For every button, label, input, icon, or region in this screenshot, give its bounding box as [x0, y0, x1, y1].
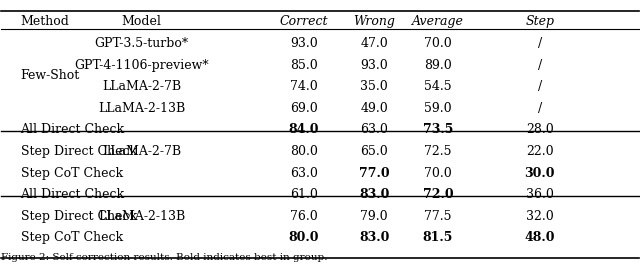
Text: GPT-4-1106-preview*: GPT-4-1106-preview* — [74, 59, 209, 72]
Text: 70.0: 70.0 — [424, 167, 452, 180]
Text: /: / — [538, 102, 542, 115]
Text: Correct: Correct — [280, 15, 328, 28]
Text: 93.0: 93.0 — [290, 37, 318, 50]
Text: Step: Step — [525, 15, 554, 28]
Text: 72.5: 72.5 — [424, 145, 452, 158]
Text: 54.5: 54.5 — [424, 80, 452, 93]
Text: 72.0: 72.0 — [422, 188, 453, 201]
Text: 81.5: 81.5 — [422, 231, 453, 244]
Text: /: / — [538, 37, 542, 50]
Text: 48.0: 48.0 — [525, 231, 555, 244]
Text: Step CoT Check: Step CoT Check — [20, 167, 123, 180]
Text: LLaMA-2-13B: LLaMA-2-13B — [98, 210, 185, 223]
Text: 77.5: 77.5 — [424, 210, 452, 223]
Text: 80.0: 80.0 — [290, 145, 318, 158]
Text: 89.0: 89.0 — [424, 59, 452, 72]
Text: 63.0: 63.0 — [360, 123, 388, 136]
Text: 83.0: 83.0 — [359, 188, 389, 201]
Text: Wrong: Wrong — [353, 15, 395, 28]
Text: 85.0: 85.0 — [290, 59, 318, 72]
Text: 28.0: 28.0 — [526, 123, 554, 136]
Text: All Direct Check: All Direct Check — [20, 188, 125, 201]
Text: Model: Model — [122, 15, 161, 28]
Text: 93.0: 93.0 — [360, 59, 388, 72]
Text: 77.0: 77.0 — [359, 167, 390, 180]
Text: 76.0: 76.0 — [290, 210, 318, 223]
Text: 47.0: 47.0 — [360, 37, 388, 50]
Text: 36.0: 36.0 — [526, 188, 554, 201]
Text: Average: Average — [412, 15, 464, 28]
Text: 22.0: 22.0 — [526, 145, 554, 158]
Text: 83.0: 83.0 — [359, 231, 389, 244]
Text: 65.0: 65.0 — [360, 145, 388, 158]
Text: LLaMA-2-7B: LLaMA-2-7B — [102, 80, 181, 93]
Text: Step Direct Check: Step Direct Check — [20, 145, 136, 158]
Text: All Direct Check: All Direct Check — [20, 123, 125, 136]
Text: 84.0: 84.0 — [289, 123, 319, 136]
Text: 61.0: 61.0 — [290, 188, 318, 201]
Text: 70.0: 70.0 — [424, 37, 452, 50]
Text: GPT-3.5-turbo*: GPT-3.5-turbo* — [95, 37, 189, 50]
Text: 35.0: 35.0 — [360, 80, 388, 93]
Text: 49.0: 49.0 — [360, 102, 388, 115]
Text: 74.0: 74.0 — [290, 80, 318, 93]
Text: 69.0: 69.0 — [290, 102, 318, 115]
Text: 59.0: 59.0 — [424, 102, 452, 115]
Text: Figure 2: Self-correction results. Bold indicates best in group.: Figure 2: Self-correction results. Bold … — [1, 253, 328, 262]
Text: 79.0: 79.0 — [360, 210, 388, 223]
Text: 30.0: 30.0 — [525, 167, 555, 180]
Text: 73.5: 73.5 — [422, 123, 453, 136]
Text: Few-Shot: Few-Shot — [20, 69, 80, 82]
Text: /: / — [538, 80, 542, 93]
Text: 80.0: 80.0 — [289, 231, 319, 244]
Text: LLaMA-2-7B: LLaMA-2-7B — [102, 145, 181, 158]
Text: LLaMA-2-13B: LLaMA-2-13B — [98, 102, 185, 115]
Text: Method: Method — [20, 15, 69, 28]
Text: 32.0: 32.0 — [526, 210, 554, 223]
Text: 63.0: 63.0 — [290, 167, 318, 180]
Text: Step CoT Check: Step CoT Check — [20, 231, 123, 244]
Text: /: / — [538, 59, 542, 72]
Text: Step Direct Check: Step Direct Check — [20, 210, 136, 223]
